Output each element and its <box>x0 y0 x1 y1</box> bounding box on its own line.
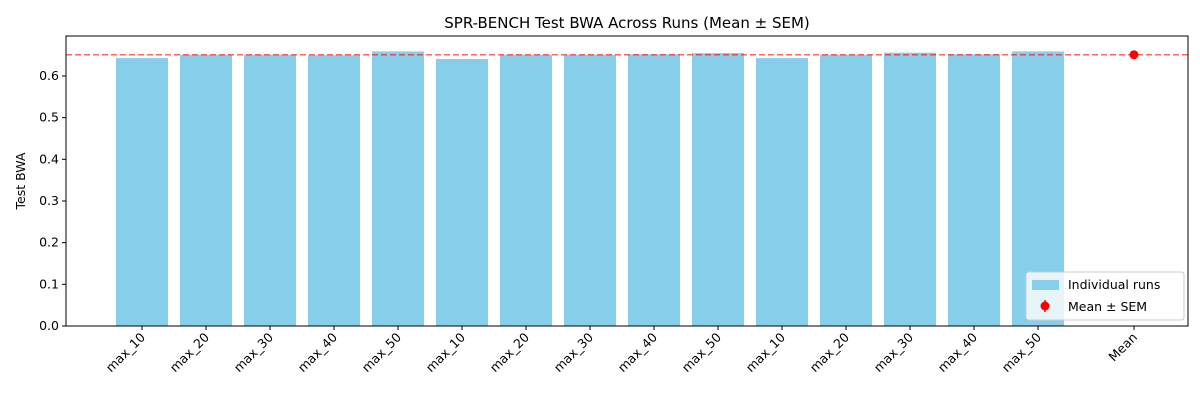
bar <box>436 58 488 327</box>
bar <box>756 58 808 326</box>
bar <box>564 54 616 326</box>
legend-label: Mean ± SEM <box>1068 299 1147 314</box>
bar <box>308 55 360 327</box>
y-tick-label: 0.4 <box>39 151 59 166</box>
x-tick-label: max_50 <box>999 329 1045 375</box>
chart-title: SPR-BENCH Test BWA Across Runs (Mean ± S… <box>444 14 810 32</box>
x-tick-label: max_40 <box>615 329 661 375</box>
y-tick-label: 0.6 <box>39 68 59 83</box>
bar <box>628 54 680 326</box>
bar <box>692 53 744 326</box>
x-tick-label: max_30 <box>871 329 917 375</box>
x-tick-label: max_30 <box>231 329 277 375</box>
bar <box>820 54 872 326</box>
bar <box>948 54 1000 326</box>
mean-point <box>1129 50 1139 60</box>
y-tick-label: 0.0 <box>39 318 59 333</box>
y-tick-label: 0.2 <box>39 235 59 250</box>
y-tick-label: 0.3 <box>39 193 59 208</box>
x-tick-label: max_10 <box>103 329 149 375</box>
x-tick-label: Mean <box>1105 330 1140 365</box>
x-tick-label: max_10 <box>423 329 469 375</box>
x-tick-label: max_20 <box>487 329 533 375</box>
y-tick-label: 0.1 <box>39 276 59 291</box>
x-tick-label: max_50 <box>679 329 725 375</box>
bar <box>116 58 168 326</box>
bar <box>180 54 232 326</box>
x-tick-label: max_40 <box>935 329 981 375</box>
axes-frame <box>65 35 1189 327</box>
legend-marker <box>1040 301 1050 311</box>
x-tick-label: max_30 <box>551 329 597 375</box>
bar <box>372 51 424 327</box>
x-tick-label: max_50 <box>359 329 405 375</box>
bar <box>500 54 552 326</box>
legend-box <box>1025 271 1185 321</box>
bar <box>244 54 296 326</box>
x-tick-label: max_20 <box>167 329 213 375</box>
legend-swatch <box>1032 280 1059 290</box>
y-tick-label: 0.5 <box>39 110 59 125</box>
x-tick-label: max_40 <box>295 329 341 375</box>
y-axis-label: Test BWA <box>13 152 28 210</box>
legend-label: Individual runs <box>1068 277 1160 292</box>
x-tick-label: max_20 <box>807 329 853 375</box>
bar <box>884 52 936 327</box>
x-tick-label: max_10 <box>743 329 789 375</box>
